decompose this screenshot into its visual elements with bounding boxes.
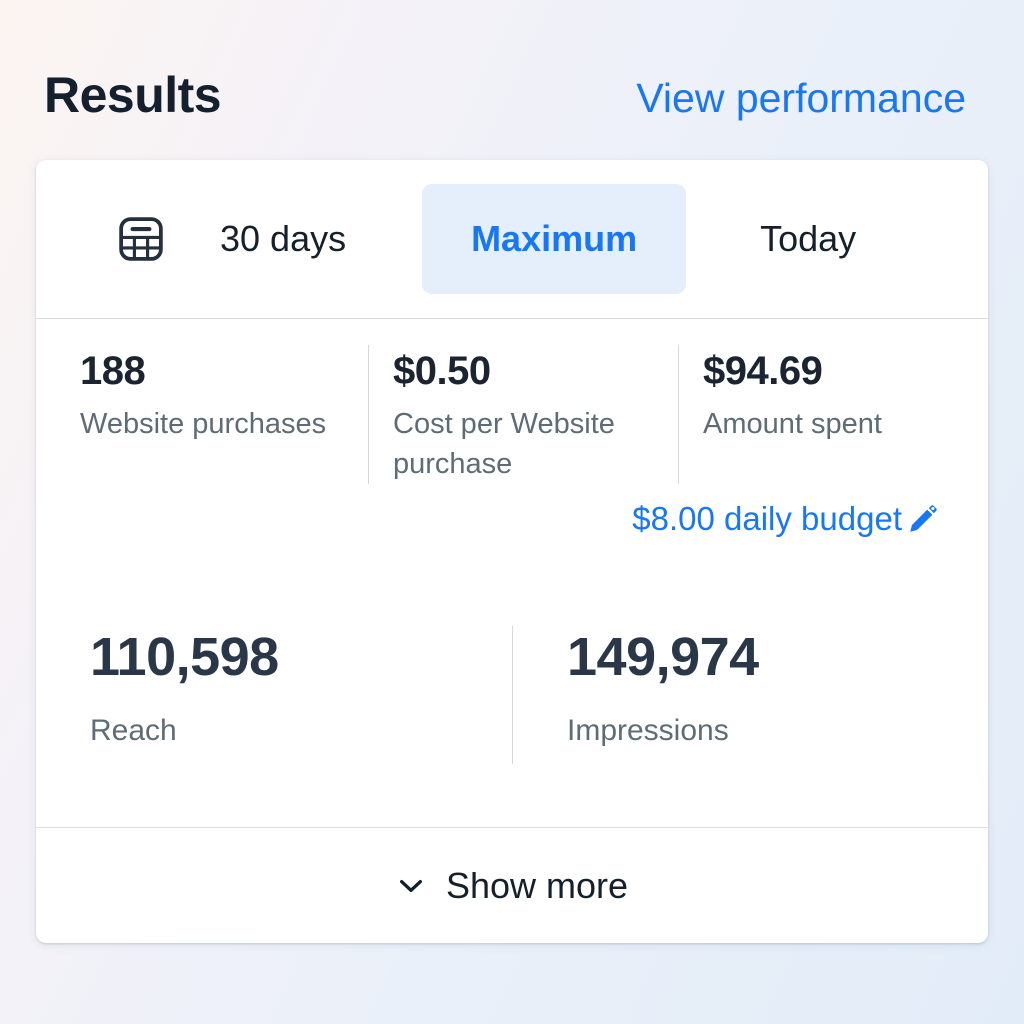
page-title: Results [44,67,222,123]
metric-value: $0.50 [393,349,491,393]
tab-maximum[interactable]: Maximum [422,184,687,294]
view-performance-link[interactable]: View performance [636,75,966,121]
results-card: 30 days Maximum Today 188 Website purcha… [36,160,988,943]
metric-value: 188 [80,349,146,393]
metric-value: 149,974 [567,627,759,688]
metric-label: Impressions [567,714,729,748]
calendar-icon[interactable] [118,216,164,262]
primary-metrics-row: 188 Website purchases $0.50 Cost per Web… [36,319,988,485]
metric-label: Amount spent [703,408,882,440]
show-more-button[interactable]: Show more [36,827,988,943]
metric-reach: 110,598 Reach [36,626,512,764]
metric-value: $94.69 [703,349,823,393]
metric-website-purchases: 188 Website purchases [80,345,368,484]
results-header: Results View performance [44,66,966,124]
metric-label: Reach [90,714,177,748]
daily-budget-label: $8.00 daily budget [632,500,902,538]
budget-row: $8.00 daily budget [36,500,988,538]
metric-amount-spent: $94.69 Amount spent [678,345,944,485]
chevron-down-icon [396,871,426,901]
show-more-label: Show more [445,864,629,906]
pencil-icon[interactable] [906,502,940,536]
tab-today[interactable]: Today [760,218,857,259]
date-range-tabbar: 30 days Maximum Today [36,160,988,319]
metric-label: Website purchases [80,408,327,440]
metric-cost-per-purchase: $0.50 Cost per Website purchase [368,345,678,485]
metric-impressions: 149,974 Impressions [512,626,988,765]
daily-budget-link[interactable]: $8.00 daily budget [632,500,940,538]
secondary-metrics-row: 110,598 Reach 149,974 Impressions [36,626,988,765]
tab-30-days[interactable]: 30 days [220,218,347,259]
metric-label: Cost per Website purchase [393,408,615,481]
metric-value: 110,598 [90,627,279,688]
